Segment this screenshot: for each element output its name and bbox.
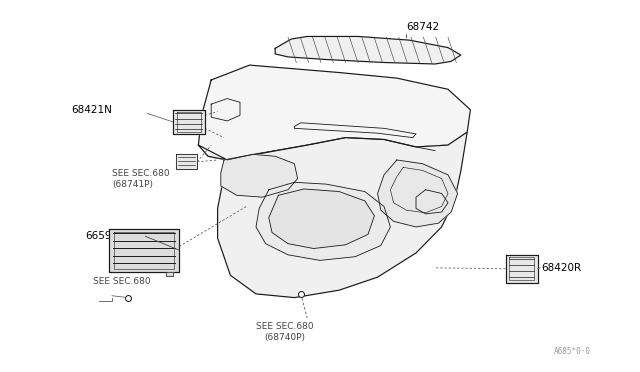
Polygon shape [269, 189, 374, 248]
Polygon shape [221, 154, 298, 197]
Text: A685*0·0: A685*0·0 [554, 347, 591, 356]
Polygon shape [173, 110, 205, 134]
Polygon shape [166, 272, 173, 276]
Polygon shape [275, 36, 461, 64]
Polygon shape [198, 65, 470, 160]
Text: SEE SEC.680: SEE SEC.680 [93, 277, 150, 286]
Text: SEE SEC.680
(68741P): SEE SEC.680 (68741P) [112, 169, 170, 189]
Text: SEE SEC.680
(68740P): SEE SEC.680 (68740P) [256, 322, 314, 342]
Text: 66590: 66590 [85, 231, 118, 241]
Polygon shape [256, 182, 390, 260]
Polygon shape [109, 229, 179, 272]
Text: 68742: 68742 [406, 22, 440, 32]
Polygon shape [198, 132, 467, 298]
Polygon shape [506, 255, 538, 283]
Polygon shape [176, 154, 197, 169]
Text: 68421N: 68421N [71, 105, 112, 115]
Polygon shape [378, 160, 458, 227]
Text: 68420R: 68420R [541, 263, 581, 273]
